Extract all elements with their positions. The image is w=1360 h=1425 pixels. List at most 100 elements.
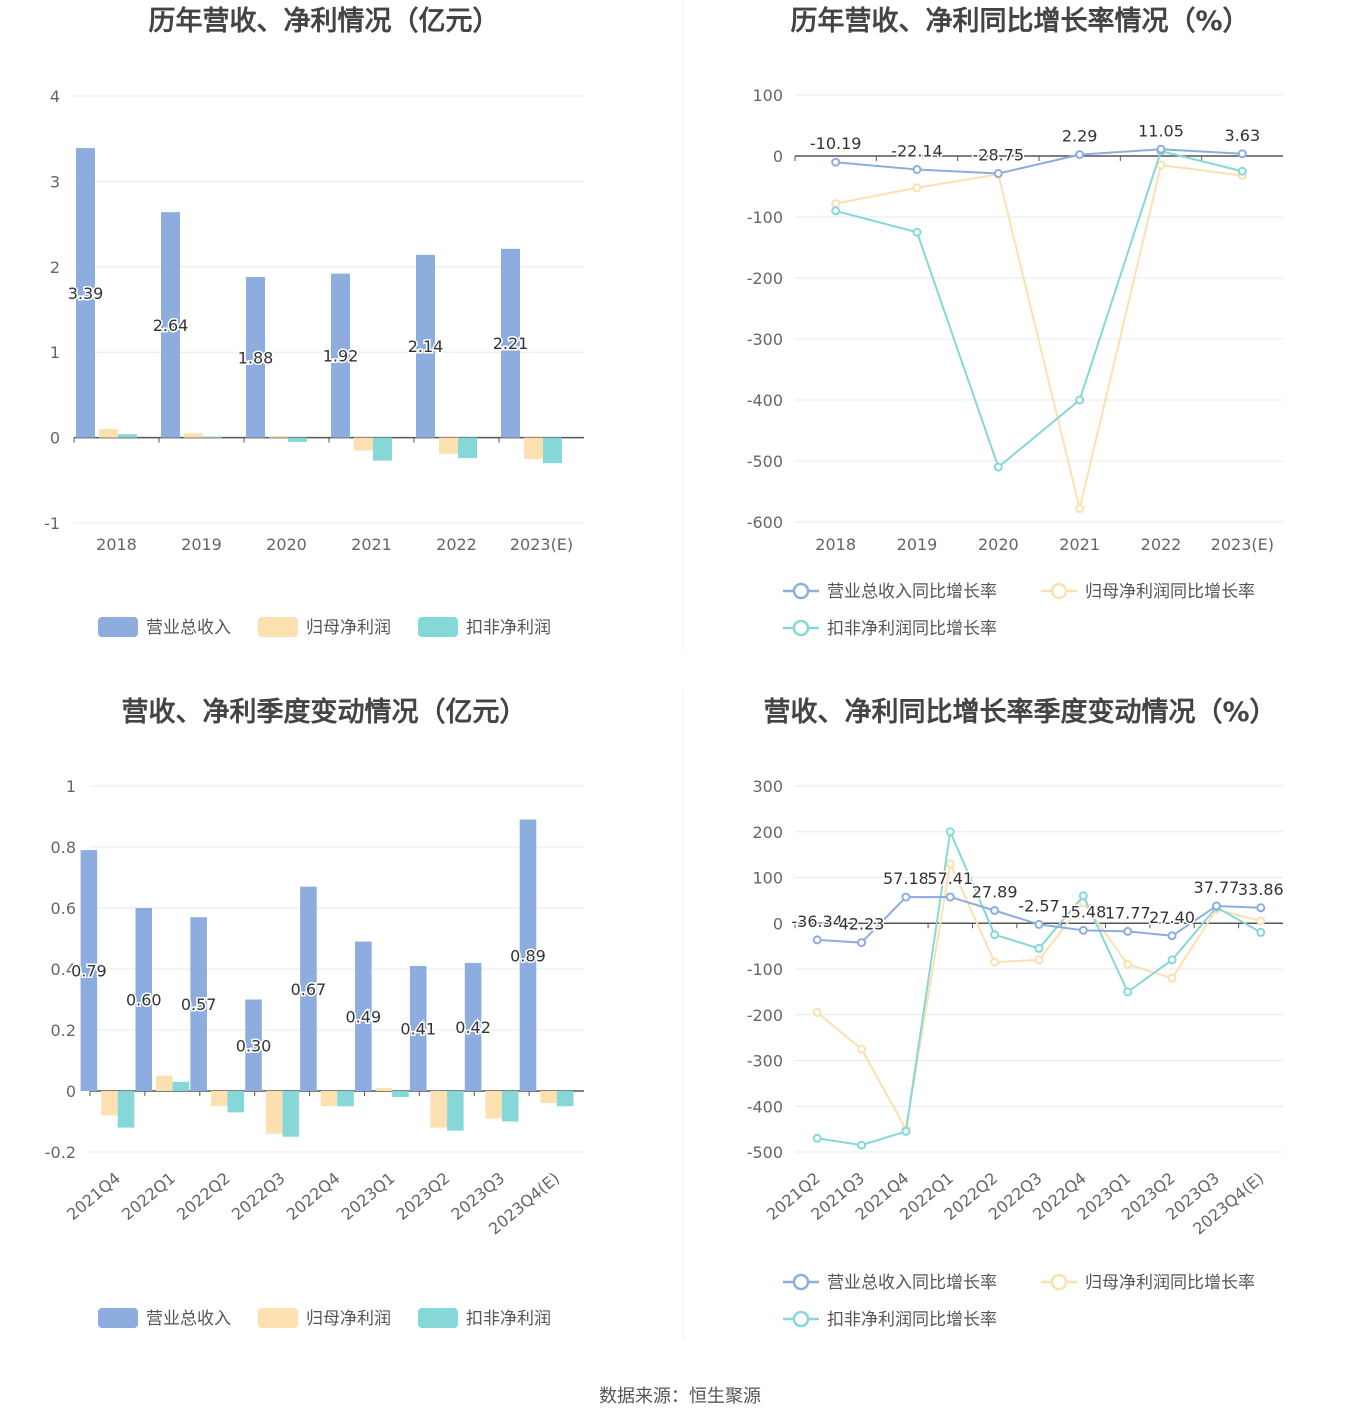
data-point-deducted-profit	[1034, 943, 1044, 953]
series-line-net-profit	[835, 164, 1243, 509]
y-tick-label: 0	[66, 1082, 76, 1101]
data-point-revenue	[945, 892, 955, 902]
data-point-revenue	[831, 157, 841, 167]
legend-swatch-marker	[1050, 582, 1068, 600]
data-label: 33.86	[1238, 880, 1284, 899]
y-tick-label: -300	[747, 330, 783, 349]
data-label: 3.39	[68, 284, 104, 303]
data-point-deducted-profit	[812, 1133, 822, 1143]
x-tick-label: 2023(E)	[510, 535, 573, 554]
data-point-revenue	[993, 169, 1003, 179]
legend-swatch-marker	[792, 1310, 810, 1328]
data-label: 2.21	[493, 334, 529, 353]
bar-deducted-profit	[373, 437, 392, 461]
bar-net-profit	[156, 1075, 173, 1091]
series-line-deducted-profit	[835, 149, 1243, 469]
y-tick-label: -400	[747, 1097, 783, 1116]
data-label: 1.92	[323, 347, 359, 366]
y-tick-label: 4	[50, 87, 60, 106]
data-label: 0.57	[181, 995, 217, 1014]
data-point-revenue	[1075, 150, 1085, 160]
bar-revenue	[245, 999, 262, 1091]
y-tick-label: 3	[50, 172, 60, 191]
bar-revenue	[331, 273, 350, 438]
y-tick-label: 200	[752, 823, 783, 842]
bar-net-profit	[375, 1087, 393, 1091]
data-point-deducted-profit	[1075, 395, 1085, 405]
bar-revenue	[76, 148, 95, 438]
y-tick-label: 0.6	[51, 899, 76, 918]
y-tick-label: -100	[747, 208, 783, 227]
bar-revenue	[519, 819, 537, 1091]
bar-deducted-profit	[543, 437, 562, 464]
data-point-revenue	[812, 935, 822, 945]
y-tick-label: -300	[747, 1052, 783, 1071]
y-tick-label: -100	[747, 960, 783, 979]
legend-label: 营业总收入	[146, 1309, 231, 1329]
chart-title: 营收、净利季度变动情况（亿元）	[122, 696, 527, 728]
data-label: 57.41	[927, 869, 973, 888]
data-point-net-profit	[1167, 973, 1177, 983]
bar-revenue	[409, 965, 427, 1091]
data-point-revenue	[1256, 903, 1266, 913]
x-tick-label: 2018	[815, 535, 856, 554]
data-label: 0.89	[510, 946, 546, 965]
bar-deducted-profit	[227, 1091, 245, 1113]
series-line-revenue	[835, 148, 1243, 175]
legend-label: 归母净利润同比增长率	[1085, 1273, 1255, 1293]
bar-net-profit	[524, 437, 543, 459]
y-tick-label: 0.4	[51, 960, 76, 979]
bar-deducted-profit	[458, 437, 477, 459]
bar-revenue	[246, 277, 265, 438]
y-tick-label: 300	[752, 777, 783, 796]
y-tick-label: 1	[66, 777, 76, 796]
x-tick-label: 2021	[351, 535, 392, 554]
data-label: 2.29	[1062, 127, 1098, 146]
bar-revenue	[355, 941, 372, 1091]
data-point-net-profit	[1123, 959, 1133, 969]
data-label: 27.40	[1149, 908, 1195, 927]
bar-deducted-profit	[118, 434, 137, 438]
legend-swatch	[418, 1308, 458, 1328]
y-tick-label: 0	[773, 147, 783, 166]
legend-label: 归母净利润	[306, 1309, 391, 1329]
y-tick-label: 1	[50, 343, 60, 362]
data-point-revenue	[901, 892, 911, 902]
x-tick-label: 2022Q2	[173, 1169, 234, 1224]
data-point-net-profit	[945, 859, 955, 869]
data-point-revenue	[1211, 901, 1221, 911]
bar-deducted-profit	[447, 1091, 464, 1131]
data-label: 0.49	[346, 1007, 382, 1026]
y-tick-label: 0	[50, 429, 60, 448]
bar-deducted-profit	[203, 436, 222, 438]
x-tick-label: 2021	[1059, 535, 1100, 554]
bar-revenue	[135, 908, 153, 1091]
data-point-net-profit	[1075, 504, 1085, 514]
legend-swatch-marker	[792, 582, 810, 600]
bar-net-profit	[99, 429, 118, 438]
bar-net-profit	[269, 435, 288, 438]
data-point-revenue	[1123, 926, 1133, 936]
bar-net-profit	[320, 1091, 338, 1107]
data-label: 3.63	[1225, 126, 1261, 145]
bar-revenue	[501, 248, 520, 438]
y-tick-label: 0.2	[51, 1021, 76, 1040]
data-point-revenue	[1034, 919, 1044, 929]
data-label: -36.34	[791, 912, 843, 931]
chart-title: 历年营收、净利同比增长率情况（%）	[790, 5, 1249, 37]
legend-swatch	[258, 617, 298, 637]
data-point-revenue	[1078, 925, 1088, 935]
data-label: 0.42	[455, 1018, 491, 1037]
legend-swatch	[258, 1308, 298, 1328]
bar-deducted-profit	[556, 1091, 574, 1107]
data-point-net-profit	[812, 1007, 822, 1017]
data-point-revenue	[857, 938, 867, 948]
legend-label: 营业总收入同比增长率	[827, 582, 997, 602]
data-label: 15.48	[1060, 902, 1106, 921]
data-label: 0.60	[126, 991, 162, 1010]
y-tick-label: 100	[752, 869, 783, 888]
legend-swatch-marker	[792, 1273, 810, 1291]
y-tick-label: 100	[752, 86, 783, 105]
y-tick-label: -1	[44, 514, 60, 533]
